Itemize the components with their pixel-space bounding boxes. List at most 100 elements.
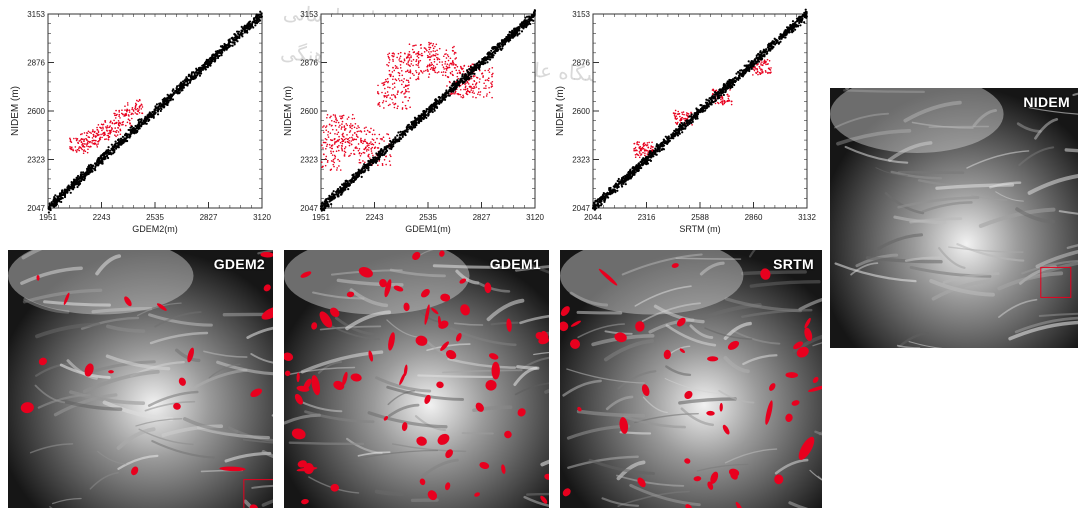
data-point: [80, 177, 83, 180]
error-point: [378, 133, 381, 136]
error-point: [368, 144, 370, 147]
error-point: [471, 91, 474, 94]
error-point: [95, 139, 97, 142]
error-point: [363, 127, 366, 129]
error-point: [755, 71, 757, 74]
error-point: [391, 98, 393, 101]
error-point: [428, 56, 430, 58]
error-point: [462, 70, 465, 73]
data-point: [233, 43, 236, 46]
data-point: [248, 25, 251, 28]
error-point: [727, 97, 730, 100]
error-point: [381, 91, 383, 94]
data-point: [508, 30, 511, 34]
data-point: [216, 55, 220, 58]
error-point: [377, 104, 379, 106]
error-point: [324, 158, 327, 160]
error-point: [473, 87, 476, 89]
error-point: [451, 63, 453, 66]
data-point: [231, 41, 234, 44]
data-point: [441, 97, 444, 100]
error-point: [459, 93, 462, 96]
data-point: [625, 177, 629, 180]
data-point: [115, 147, 118, 150]
data-point: [168, 95, 171, 98]
error-point: [408, 57, 411, 59]
error-point: [388, 61, 390, 64]
error-point: [410, 60, 413, 62]
data-point: [218, 49, 221, 52]
error-point: [370, 148, 373, 150]
data-point: [235, 35, 238, 38]
data-point: [254, 24, 257, 27]
error-point: [476, 77, 479, 79]
data-point: [382, 153, 386, 156]
data-point: [410, 128, 414, 131]
error-point: [470, 77, 473, 80]
error-point: [436, 56, 438, 59]
error-point: [686, 117, 689, 120]
error-point: [340, 147, 343, 149]
data-point: [414, 123, 417, 127]
data-point: [453, 88, 456, 91]
error-point: [357, 125, 359, 127]
error-point: [96, 133, 99, 135]
error-point: [114, 117, 117, 119]
data-point: [195, 67, 198, 70]
data-point: [484, 62, 487, 65]
error-point: [388, 69, 391, 72]
error-point: [349, 124, 351, 127]
data-point: [515, 31, 519, 34]
error-point: [340, 144, 343, 147]
error-point: [370, 141, 372, 143]
error-point: [70, 147, 73, 149]
data-point: [260, 15, 263, 18]
data-point: [414, 125, 417, 129]
data-point: [600, 202, 603, 206]
error-point: [70, 148, 73, 151]
error-point: [642, 143, 645, 146]
data-point: [180, 89, 183, 92]
data-point: [595, 207, 598, 210]
data-point: [320, 209, 323, 212]
data-point: [722, 84, 725, 87]
error-point: [719, 101, 722, 104]
error-point: [81, 143, 83, 146]
data-point: [620, 183, 623, 186]
data-point: [598, 200, 601, 204]
error-point: [118, 115, 120, 118]
error-point: [437, 71, 440, 73]
error-point: [348, 142, 351, 144]
error-point: [420, 47, 422, 49]
data-point: [235, 37, 239, 40]
error-point: [338, 138, 341, 141]
error-point: [412, 58, 415, 61]
error-point: [134, 105, 137, 108]
error-point: [427, 64, 429, 67]
data-point: [87, 172, 90, 176]
error-point: [403, 78, 405, 80]
data-point: [376, 158, 379, 161]
error-point: [92, 143, 94, 145]
error-point: [384, 78, 387, 81]
error-point: [445, 53, 447, 55]
error-point: [393, 106, 396, 109]
data-point: [223, 42, 226, 46]
data-point: [171, 98, 175, 101]
data-point: [662, 138, 665, 141]
data-point: [138, 127, 141, 130]
y-axis-label: NIDEM (m): [10, 86, 21, 136]
data-point: [215, 53, 219, 56]
data-point: [107, 148, 110, 151]
data-point: [755, 54, 758, 57]
error-point: [387, 86, 389, 88]
data-point: [376, 153, 379, 156]
error-point: [350, 152, 352, 155]
error-point: [445, 69, 448, 71]
data-point: [63, 190, 66, 193]
error-point: [322, 141, 325, 144]
data-point: [47, 211, 50, 214]
error-point: [358, 148, 361, 150]
data-point: [258, 19, 262, 22]
data-point: [73, 186, 76, 189]
